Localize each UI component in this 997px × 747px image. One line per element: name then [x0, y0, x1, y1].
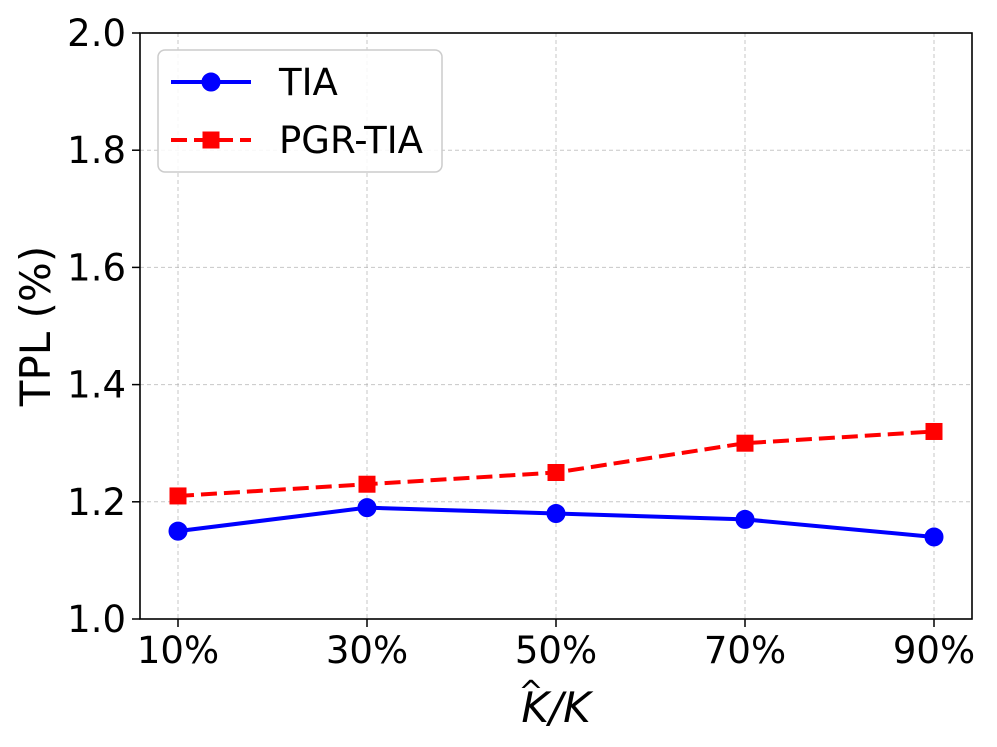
data-point-pgr-tia — [358, 475, 376, 493]
x-tick-label: 90% — [893, 629, 975, 672]
x-axis-label: K/K ^ — [518, 675, 594, 732]
data-point-pgr-tia — [169, 487, 187, 505]
y-axis-ticks: 1.0 1.2 1.4 1.6 1.8 2.0 — [67, 12, 140, 641]
svg-text:K/K: K/K — [521, 683, 594, 732]
data-point-pgr-tia — [925, 422, 943, 440]
data-point-tia — [357, 498, 377, 518]
legend-entries: TIA PGR-TIA — [171, 61, 423, 162]
x-axis-label-k: K — [521, 683, 552, 732]
y-tick-label: 1.6 — [67, 246, 126, 289]
grid — [140, 33, 972, 619]
series-group — [168, 422, 944, 547]
legend-marker-pgr-tia — [202, 131, 220, 149]
data-point-tia — [546, 504, 566, 524]
series-tia — [168, 498, 944, 547]
legend-label-tia: TIA — [278, 61, 338, 104]
x-axis-label-hat: ^ — [518, 675, 543, 710]
data-point-tia — [924, 527, 944, 547]
x-tick-label: 10% — [137, 629, 219, 672]
x-axis-label-rest: /K — [545, 683, 594, 732]
y-tick-label: 1.4 — [67, 364, 126, 407]
legend-entry-tia: TIA — [171, 61, 338, 104]
data-point-pgr-tia — [547, 464, 565, 481]
legend-label-pgr-tia: PGR-TIA — [279, 119, 423, 162]
plot-area-frame — [139, 32, 973, 620]
data-point-tia — [735, 509, 755, 529]
legend-entry-pgr-tia: PGR-TIA — [171, 119, 423, 162]
x-tick-label: 50% — [515, 629, 597, 672]
series-pgr-tia — [169, 422, 943, 505]
y-tick-label: 1.0 — [67, 598, 126, 641]
x-tick-label: 70% — [704, 629, 786, 672]
y-tick-label: 2.0 — [67, 12, 126, 55]
x-tick-label: 30% — [326, 629, 408, 672]
y-tick-label: 1.8 — [67, 129, 126, 172]
legend-marker-tia — [201, 72, 221, 92]
y-axis-label: TPL (%) — [11, 246, 60, 407]
y-tick-label: 1.2 — [67, 481, 126, 524]
data-point-pgr-tia — [736, 434, 754, 452]
legend: TIA PGR-TIA — [157, 49, 443, 173]
data-point-tia — [168, 521, 188, 541]
x-axis-ticks: 10% 30% 50% 70% 90% — [137, 619, 975, 672]
